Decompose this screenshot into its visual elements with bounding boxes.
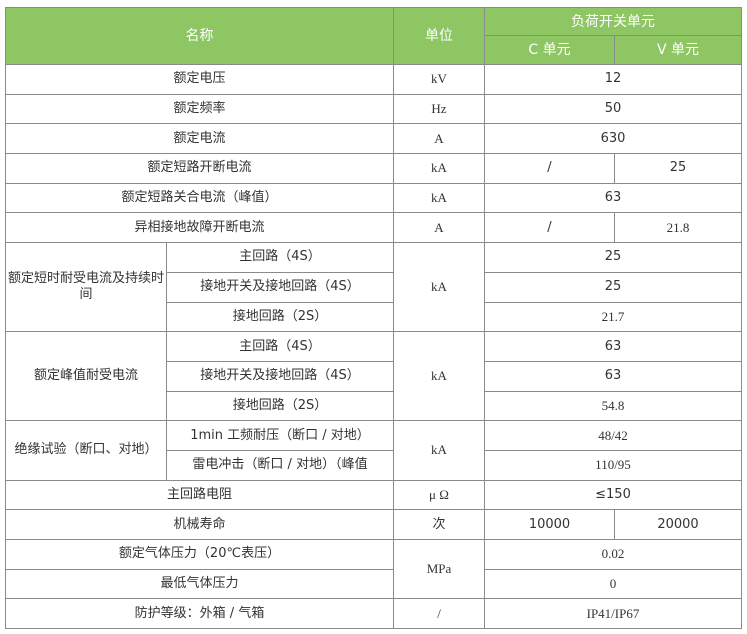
group-name: 绝缘试验（断口、对地） (5, 420, 167, 481)
sub-name: 接地回路（2S） (166, 390, 394, 422)
row-value: 63 (484, 360, 742, 392)
row-value: 110/95 (484, 449, 742, 481)
row-name: 防护等级：外箱 / 气箱 (5, 598, 394, 630)
header-row: 名称 单位 负荷开关单元 (5, 7, 742, 65)
row-unit: / (393, 598, 485, 630)
header-v-unit: V 单元 (614, 35, 742, 65)
table-row: 接地回路（2S） 54.8 (6, 390, 742, 422)
row-name: 最低气体压力 (5, 568, 394, 600)
row-value: 25 (484, 271, 742, 303)
row-name: 额定短路关合电流（峰值） (5, 182, 394, 214)
header-unit: 单位 (393, 7, 485, 65)
row-c-value: / (484, 153, 615, 184)
table-row: 额定电流 A 630 (5, 123, 742, 155)
row-name: 主回路电阻 (5, 479, 394, 511)
row-name: 额定短路开断电流 (5, 153, 394, 184)
row-name: 机械寿命 (5, 509, 394, 540)
sub-name: 雷电冲击（断口 / 对地）（峰值 (166, 449, 394, 481)
group-name: 额定短时耐受电流及持续时间 (5, 242, 167, 333)
group-unit: kA (393, 242, 485, 333)
table-row: 接地回路（2S） 21.7 (6, 301, 742, 333)
row-value: 630 (484, 123, 742, 155)
row-c-value: 10000 (484, 509, 615, 540)
row-value: 0 (484, 568, 742, 600)
row-value: 54.8 (484, 390, 742, 422)
sub-name: 主回路（4S） (166, 242, 394, 273)
row-value: IP41/IP67 (484, 598, 742, 630)
row-value: 48/42 (484, 420, 742, 451)
row-name: 额定电流 (5, 123, 394, 155)
table-row: 异相接地故障开断电流 A/21.8 (5, 212, 742, 244)
row-unit: A (393, 123, 485, 155)
table-row: 额定气体压力（20℃表压） MPa 0.02 (5, 538, 742, 600)
row-unit: kV (393, 64, 485, 95)
table-row: 额定短路开断电流 kA/25 (5, 153, 742, 184)
table-row: 额定短时耐受电流及持续时间 主回路（4S） kA 25 (5, 242, 742, 333)
table-row: 额定峰值耐受电流 主回路（4S） kA 63 (5, 331, 742, 422)
sub-name: 接地回路（2S） (166, 301, 394, 333)
row-value: 63 (484, 182, 742, 214)
row-name: 额定电压 (5, 64, 394, 95)
row-value: 50 (484, 93, 742, 125)
table-row: 最低气体压力 0 (5, 568, 742, 600)
header-c-unit: C 单元 (484, 35, 615, 65)
row-unit: 次 (393, 509, 485, 540)
group-unit: MPa (393, 538, 485, 600)
sub-name: 1min 工频耐压（断口 / 对地） (166, 420, 394, 451)
row-name: 额定气体压力（20℃表压） (5, 539, 394, 570)
row-v-value: 20000 (614, 509, 742, 540)
row-v-value: 21.8 (614, 212, 742, 244)
sub-name: 主回路（4S） (166, 331, 394, 362)
row-unit: μ Ω (393, 479, 485, 511)
header-name: 名称 (5, 7, 394, 65)
group-unit: kA (393, 331, 485, 422)
row-unit: kA (393, 153, 485, 184)
row-value: 21.7 (484, 301, 742, 333)
row-unit: kA (393, 182, 485, 214)
sub-name: 接地开关及接地回路（4S） (166, 360, 394, 392)
group-name: 额定峰值耐受电流 (5, 331, 167, 422)
table-row: 额定电压 kV 12 (5, 64, 742, 95)
table-row: 接地开关及接地回路（4S） 25 (6, 271, 742, 303)
header-group: 负荷开关单元 (484, 7, 742, 36)
table-row: 防护等级：外箱 / 气箱 / IP41/IP67 (5, 598, 742, 630)
row-value: 25 (484, 242, 742, 273)
row-value: 12 (484, 64, 742, 95)
table-row: 接地开关及接地回路（4S） 63 (6, 360, 742, 392)
row-value: ≤150 (484, 479, 742, 511)
group-unit: kA (393, 420, 485, 481)
table-row: 主回路电阻 μ Ω ≤150 (5, 479, 742, 511)
row-v-value: 25 (614, 153, 742, 184)
row-c-value: / (484, 212, 615, 244)
row-name: 额定频率 (5, 93, 394, 125)
table-row: 雷电冲击（断口 / 对地）（峰值 110/95 (6, 449, 742, 481)
row-name: 异相接地故障开断电流 (5, 212, 394, 244)
table-row: 绝缘试验（断口、对地） 1min 工频耐压（断口 / 对地） kA 48/42 (5, 420, 742, 481)
table-row: 额定短路关合电流（峰值） kA 63 (5, 182, 742, 214)
sub-name: 接地开关及接地回路（4S） (166, 271, 394, 303)
row-value: 0.02 (484, 539, 742, 570)
table-row: 机械寿命次 10000 20000 (5, 509, 742, 540)
row-value: 63 (484, 331, 742, 362)
header-subrow: C 单元 V 单元 (6, 35, 742, 65)
row-unit: Hz (393, 93, 485, 125)
row-unit: A (393, 212, 485, 244)
spec-table: 名称 单位 负荷开关单元 C 单元 V 单元 额定电压 kV 12 额定频率 Hz 50… (5, 7, 742, 630)
table-row: 额定频率 Hz 50 (5, 93, 742, 125)
